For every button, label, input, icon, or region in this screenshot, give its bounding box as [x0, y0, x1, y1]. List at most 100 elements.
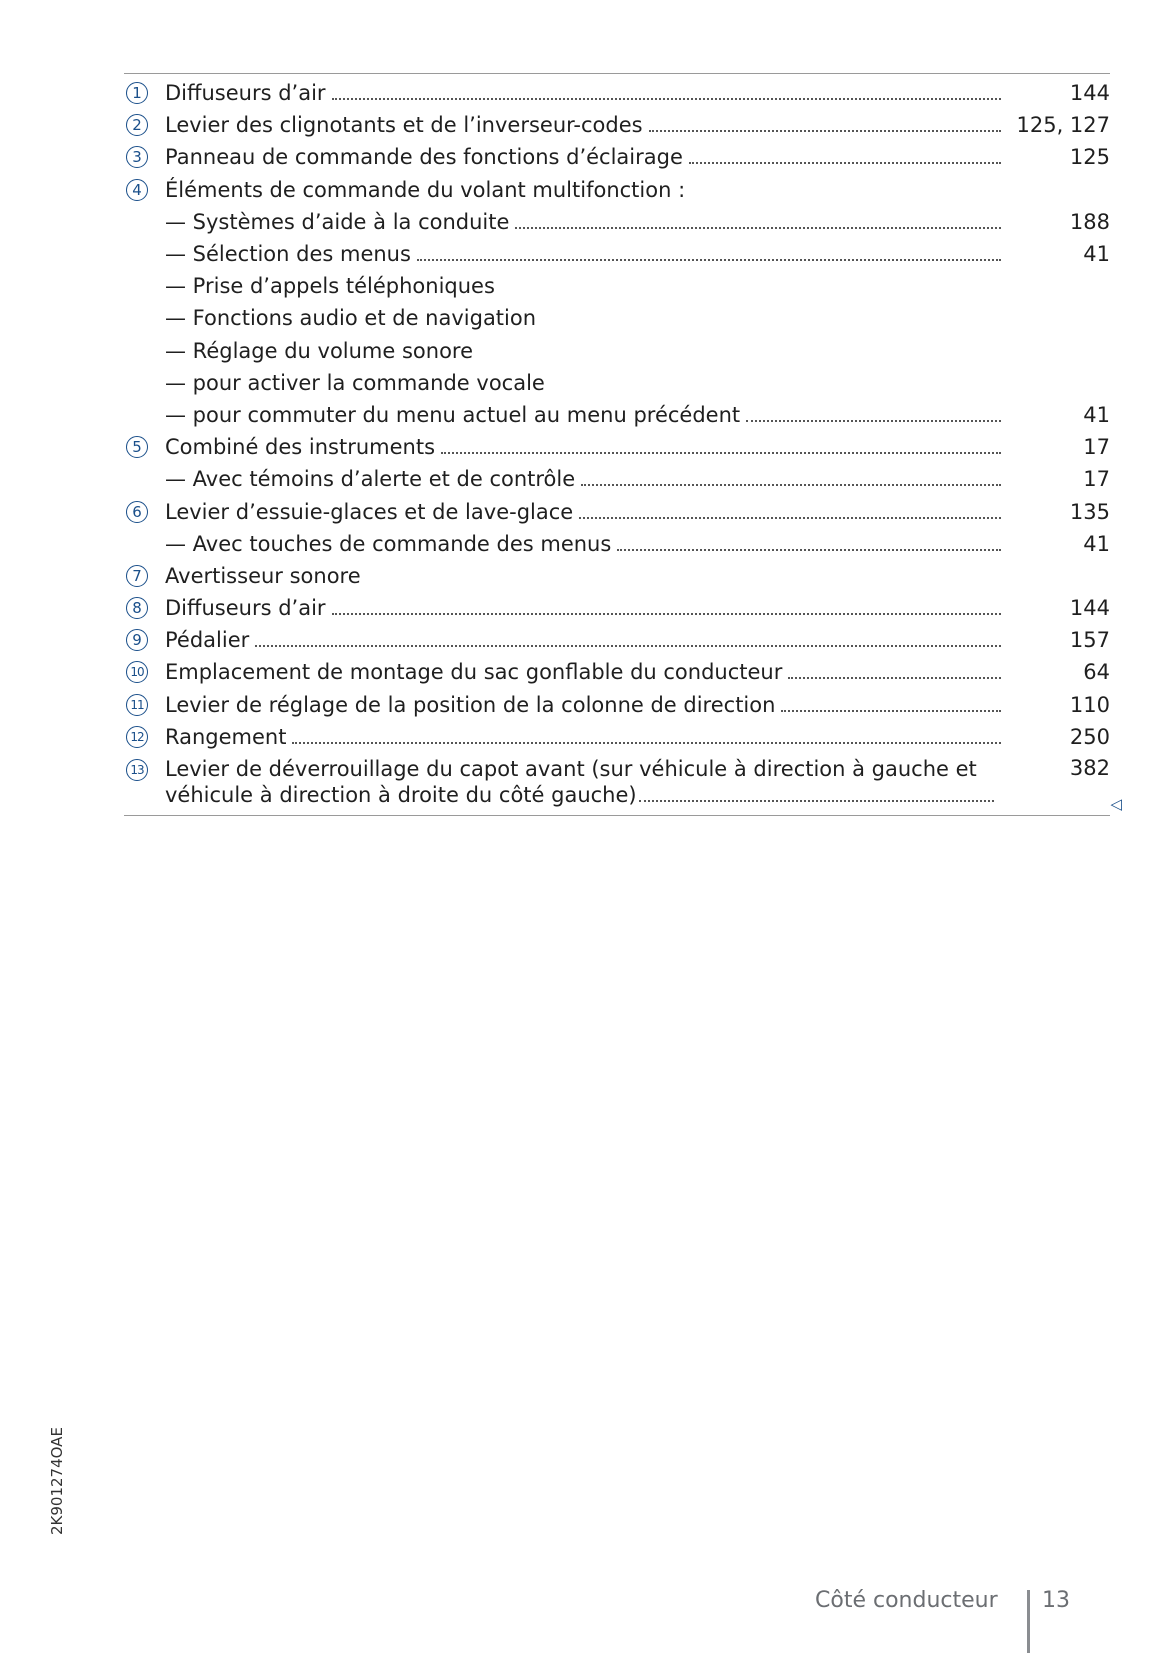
footer-divider — [1027, 1590, 1030, 1653]
dot-leader — [638, 799, 994, 802]
page-number: 13 — [1042, 1588, 1070, 1613]
list-item: — Sélection des menus 41 — [124, 238, 1110, 270]
item-label: Panneau de commande des fonctions d’écla… — [165, 145, 1005, 169]
item-label: Diffuseurs d’air — [165, 596, 1005, 620]
bottom-divider — [124, 815, 1110, 816]
item-text: Panneau de commande des fonctions d’écla… — [165, 145, 683, 170]
page-reference[interactable]: 144 — [1069, 81, 1110, 106]
item-text: Rangement — [165, 724, 287, 749]
item-text: Levier de déverrouillage du capot avant … — [165, 756, 977, 807]
callout-number: 11 — [126, 693, 148, 716]
list-item: 10 Emplacement de montage du sac gonflabl… — [124, 656, 1110, 688]
page-reference[interactable]: 41 — [1083, 402, 1110, 427]
dot-leader — [292, 741, 1001, 744]
item-text: — Prise d’appels téléphoniques — [165, 274, 495, 299]
dot-leader — [579, 516, 1001, 519]
item-text: — Systèmes d’aide à la conduite — [165, 209, 510, 234]
item-label: — Fonctions audio et de navigation — [165, 306, 1005, 330]
list-item: 12 Rangement 250 — [124, 721, 1110, 753]
item-label: — Prise d’appels téléphoniques — [165, 274, 1005, 298]
item-label: — pour commuter du menu actuel au menu p… — [165, 403, 1005, 427]
list-item: — Réglage du volume sonore — [124, 335, 1110, 367]
dot-leader — [746, 419, 1001, 422]
dot-leader — [688, 162, 1001, 165]
list-item: 9 Pédalier 157 — [124, 624, 1110, 656]
legend-list: 1 Diffuseurs d’air 144 2 Levier des clignota… — [124, 77, 1122, 813]
item-label: — Sélection des menus — [165, 242, 1005, 266]
list-item: — pour commuter du menu actuel au menu p… — [124, 399, 1110, 431]
dot-leader — [255, 645, 1001, 648]
item-label: Levier des clignotants et de l’inverseur… — [165, 113, 1005, 137]
page-reference[interactable]: 135 — [1069, 499, 1110, 524]
page-reference[interactable]: 250 — [1069, 724, 1110, 749]
triangle-left-icon: ◁ — [1110, 794, 1122, 813]
item-text: — pour activer la commande vocale — [165, 370, 545, 395]
item-text: Diffuseurs d’air — [165, 81, 326, 106]
page-reference[interactable]: 110 — [1069, 692, 1110, 717]
page-reference[interactable]: 17 — [1083, 467, 1110, 492]
callout-number: 3 — [126, 146, 148, 169]
item-label: Levier d’essuie-glaces et de lave-glace — [165, 500, 1005, 524]
list-item: 6 Levier d’essuie-glaces et de lave-glace… — [124, 495, 1110, 527]
list-item: 11 Levier de réglage de la position de la… — [124, 689, 1110, 721]
dot-leader — [416, 259, 1001, 262]
callout-number: 12 — [126, 725, 148, 748]
callout-number: 6 — [126, 500, 148, 523]
item-label: — Réglage du volume sonore — [165, 339, 1005, 363]
item-label: — Avec témoins d’alerte et de contrôle — [165, 467, 1005, 491]
list-item: 4 Éléments de commande du volant multifon… — [124, 174, 1110, 206]
item-text: Diffuseurs d’air — [165, 596, 326, 621]
list-item: 5 Combiné des instruments 17 — [124, 431, 1110, 463]
page-reference[interactable]: 188 — [1069, 209, 1110, 234]
image-code: 2K901274OAE — [48, 1427, 66, 1535]
callout-number: 10 — [126, 661, 148, 684]
item-text: — Avec témoins d’alerte et de contrôle — [165, 467, 576, 492]
callout-number: 13 — [126, 758, 148, 781]
callout-number: 5 — [126, 436, 148, 459]
item-text: — Sélection des menus — [165, 242, 411, 267]
page-reference[interactable]: 41 — [1083, 531, 1110, 556]
item-label: Pédalier — [165, 628, 1005, 652]
list-item: — Fonctions audio et de navigation — [124, 302, 1110, 334]
list-item: — Systèmes d’aide à la conduite 188 — [124, 206, 1110, 238]
item-text: — Avec touches de commande des menus — [165, 531, 612, 556]
dot-leader — [331, 613, 1001, 616]
list-item: — Avec témoins d’alerte et de contrôle 17 — [124, 463, 1110, 495]
list-item: 3 Panneau de commande des fonctions d’écl… — [124, 141, 1110, 173]
item-text: Emplacement de montage du sac gonflable … — [165, 660, 783, 685]
item-text: Levier d’essuie-glaces et de lave-glace — [165, 499, 574, 524]
page-reference[interactable]: 382 — [1069, 755, 1110, 780]
footer-section-title: Côté conducteur — [815, 1588, 998, 1613]
callout-number: 2 — [126, 114, 148, 137]
page-reference[interactable]: 157 — [1069, 628, 1110, 653]
page-reference[interactable]: 64 — [1083, 660, 1110, 685]
item-label: Éléments de commande du volant multifonc… — [165, 178, 1005, 202]
item-text: Avertisseur sonore — [165, 563, 361, 588]
list-item: 2 Levier des clignotants et de l’inverseu… — [124, 109, 1110, 141]
item-label: Avertisseur sonore — [165, 564, 1005, 588]
item-text: Levier de réglage de la position de la c… — [165, 692, 776, 717]
item-text: — Fonctions audio et de navigation — [165, 306, 537, 331]
list-item: — pour activer la commande vocale — [124, 367, 1110, 399]
item-label: Levier de réglage de la position de la c… — [165, 693, 1005, 717]
dot-leader — [441, 452, 1001, 455]
callout-number: 4 — [126, 178, 148, 201]
item-text: Combiné des instruments — [165, 435, 436, 460]
list-item: — Avec touches de commande des menus 41 — [124, 528, 1110, 560]
item-label: Emplacement de montage du sac gonflable … — [165, 660, 1005, 684]
list-item: 7 Avertisseur sonore — [124, 560, 1110, 592]
page-reference[interactable]: 125, 127 — [1016, 113, 1110, 138]
list-item: — Prise d’appels téléphoniques — [124, 270, 1110, 302]
item-label: — Systèmes d’aide à la conduite — [165, 210, 1005, 234]
page-reference[interactable]: 41 — [1083, 242, 1110, 267]
callout-number: 8 — [126, 597, 148, 620]
page-reference[interactable]: 17 — [1083, 435, 1110, 460]
item-text: Éléments de commande du volant multifonc… — [165, 177, 686, 202]
page-reference[interactable]: 125 — [1069, 145, 1110, 170]
callout-number: 9 — [126, 629, 148, 652]
item-label: Levier de déverrouillage du capot avant … — [165, 756, 1005, 808]
dot-leader — [581, 484, 1001, 487]
dot-leader — [788, 677, 1001, 680]
page-reference[interactable]: 144 — [1069, 596, 1110, 621]
